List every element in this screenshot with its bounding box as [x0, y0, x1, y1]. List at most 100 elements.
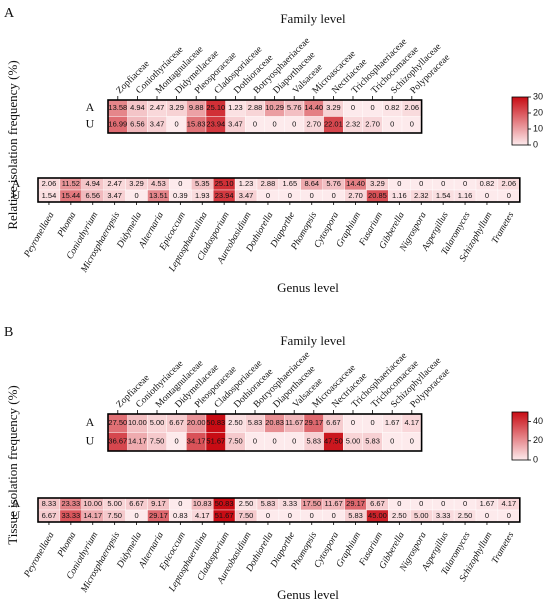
family-heatmap-title: Family level [280, 333, 346, 348]
genus-cell-label: 0.82 [480, 179, 495, 188]
family-cell-label: 6.67 [169, 418, 184, 427]
genus-cell-label: 4.17 [502, 499, 517, 508]
genus-cell-label: 2.06 [502, 179, 517, 188]
family-cell-label: 0 [175, 437, 179, 446]
genus-cell-label: 5.83 [261, 499, 276, 508]
family-cell-label: 5.83 [365, 437, 380, 446]
family-row-label: A [86, 100, 95, 114]
genus-cell-label: 4.94 [85, 179, 100, 188]
genus-cell-label: 5.00 [107, 499, 122, 508]
family-cell-label: 20.00 [187, 418, 206, 427]
genus-cell-label: 2.50 [392, 511, 407, 520]
genus-cell-label: 2.70 [348, 191, 363, 200]
family-cell-label: 36.67 [108, 437, 127, 446]
genus-cell-label: 0.39 [173, 191, 188, 200]
family-row-label: U [86, 434, 95, 448]
genus-cell-label: 11.67 [325, 499, 343, 508]
family-cell-label: 2.70 [306, 120, 321, 129]
family-cell-label: 2.88 [248, 103, 263, 112]
genus-cell-label: 20.85 [368, 191, 387, 200]
genus-cell-label: 33.33 [61, 511, 80, 520]
genus-cell-label: 0 [332, 511, 336, 520]
genus-cell-label: 8.64 [304, 179, 319, 188]
family-cell-label: 9.88 [189, 103, 204, 112]
genus-cell-label: 45.00 [368, 511, 387, 520]
genus-cell-label: 0 [397, 179, 401, 188]
genus-tick-label: Peyronellaea [22, 210, 56, 260]
family-cell-label: 7.50 [228, 437, 243, 446]
genus-cell-label: 4.17 [195, 511, 210, 520]
genus-cell-label: 0 [288, 191, 292, 200]
family-cell-label: 3.47 [150, 120, 165, 129]
genus-cell-label: 0 [441, 499, 445, 508]
genus-cell-label: 0 [134, 191, 138, 200]
genus-cell-label: 0 [419, 179, 423, 188]
genus-heatmap-frame [37, 497, 521, 523]
family-cell-label: 23.94 [206, 120, 225, 129]
colorbar-gradient [511, 411, 529, 461]
genus-cell-label: 14.40 [346, 179, 365, 188]
family-cell-label: 10.29 [265, 103, 284, 112]
family-cell-label: 0 [175, 120, 179, 129]
genus-heatmap: 2.06 11.52 4.94 2.47 3.29 4.53 0 5.35 25.10 1.23 2… [12, 176, 521, 295]
genus-cell-label: 6.67 [129, 499, 144, 508]
family-cell-label: 6.56 [130, 120, 145, 129]
genus-cell-label: 0 [266, 511, 270, 520]
family-cell-label: 14.40 [304, 103, 323, 112]
family-heatmap: Family level 13.58 4.94 2.47 3.29 9.88 25.10 1.… [86, 11, 452, 134]
genus-tick-label: Phoma [56, 530, 79, 559]
genus-heatmap: 8.33 23.33 10.00 5.00 6.67 9.17 0 10.83 50.83 2.5… [12, 496, 521, 602]
family-cell-label: 0 [371, 103, 375, 112]
family-cell-label: 0.82 [385, 103, 400, 112]
genus-tick-label: Phoma [56, 210, 79, 239]
genus-cell-label: 5.35 [195, 179, 210, 188]
genus-cell-label: 2.32 [414, 191, 429, 200]
genus-cell-label: 1.16 [392, 191, 407, 200]
genus-cell-label: 5.00 [414, 511, 429, 520]
genus-cell-label: 0 [134, 511, 138, 520]
family-cell-label: 47.50 [324, 437, 343, 446]
genus-cell-label: 0 [178, 499, 182, 508]
genus-cell-label: 2.47 [107, 179, 122, 188]
colorbar: 30 20 10 0 [511, 91, 543, 149]
family-cell-label: 1.23 [228, 103, 243, 112]
family-cell-label: 13.58 [108, 103, 127, 112]
family-cell-label: 2.06 [404, 103, 419, 112]
genus-cell-label: 5.83 [348, 511, 363, 520]
genus-cell-label: 7.50 [239, 511, 254, 520]
genus-cell-label: 0 [266, 191, 270, 200]
genus-cell-label: 6.67 [370, 499, 385, 508]
family-cell-label: 5.00 [346, 437, 361, 446]
family-cell-label: 11.67 [285, 418, 303, 427]
genus-cell-label: 2.50 [458, 511, 473, 520]
colorbar-tick-label: 10 [533, 123, 543, 133]
genus-cell-label: 3.33 [436, 511, 451, 520]
family-cell-label: 0 [273, 120, 277, 129]
colorbar-tick-label: 0 [533, 139, 538, 149]
genus-row-label: A [12, 176, 21, 190]
genus-cell-label: 29.17 [149, 511, 168, 520]
family-heatmap-title: Family level [280, 11, 346, 26]
genus-cell-label: 0 [288, 511, 292, 520]
genus-cell-label: 6.56 [85, 191, 100, 200]
colorbar-tick-label: 30 [533, 91, 543, 101]
colorbar-tick-label: 20 [533, 107, 543, 117]
colorbar-tick-label: 40 [533, 416, 543, 426]
family-cell-label: 5.83 [306, 437, 321, 446]
genus-cell-label: 11.52 [62, 179, 80, 188]
genus-cell-label: 0 [463, 499, 467, 508]
genus-cell-label: 1.16 [458, 191, 473, 200]
genus-cell-label: 0 [332, 191, 336, 200]
genus-heatmap-xlabel: Genus level [277, 587, 339, 602]
family-cell-label: 7.50 [150, 437, 165, 446]
family-cell-label: 27.50 [108, 418, 127, 427]
colorbar: 40 20 0 [511, 411, 543, 464]
genus-row-label: U [12, 508, 21, 522]
genus-cell-label: 13.51 [149, 191, 168, 200]
family-cell-label: 0 [410, 120, 414, 129]
family-cell-label: 0 [253, 437, 257, 446]
family-cell-label: 3.47 [228, 120, 243, 129]
panel-letter: A [4, 6, 15, 21]
